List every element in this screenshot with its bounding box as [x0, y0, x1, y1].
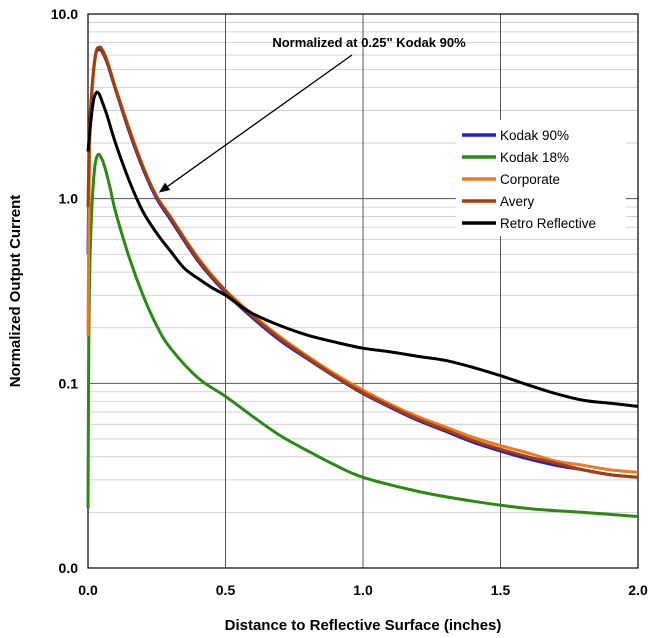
x-tick-label: 2.0 — [628, 582, 648, 598]
series-line-retro-reflective — [86, 90, 639, 408]
legend-label-kodak-90: Kodak 90% — [500, 128, 569, 143]
legend-label-avery: Avery — [500, 194, 535, 209]
annotation-arrow — [167, 54, 353, 187]
legend-label-kodak-18: Kodak 18% — [500, 150, 569, 165]
y-tick-label: 10.0 — [51, 6, 78, 22]
annotation-arrowhead — [158, 182, 171, 193]
legend: Kodak 90% Kodak 18% Corporate Avery Retro Re… — [456, 120, 626, 236]
x-axis-title: Distance to Reflective Surface (inches) — [225, 617, 502, 634]
annotation-text: Normalized at 0.25" Kodak 90% — [272, 35, 466, 50]
x-tick-label: 1.5 — [491, 582, 511, 598]
annotation: Normalized at 0.25" Kodak 90% — [158, 35, 466, 193]
y-tick-labels: 0.0 0.1 1.0 10.0 — [51, 6, 78, 576]
legend-label-corporate: Corporate — [500, 172, 560, 187]
x-tick-labels: 0.0 0.5 1.0 1.5 2.0 — [78, 582, 648, 598]
legend-label-retro-reflective: Retro Reflective — [500, 216, 596, 231]
series-lines — [86, 45, 639, 519]
y-tick-label: 0.0 — [59, 560, 79, 576]
major-gridlines — [87, 13, 639, 569]
x-tick-label: 0.0 — [78, 582, 98, 598]
y-tick-label: 0.1 — [59, 375, 79, 391]
series-line-kodak-18 — [86, 152, 639, 519]
y-tick-label: 1.0 — [59, 191, 79, 207]
y-axis-title: Normalized Output Current — [7, 195, 24, 388]
x-tick-label: 1.0 — [353, 582, 373, 598]
x-tick-label: 0.5 — [216, 582, 236, 598]
